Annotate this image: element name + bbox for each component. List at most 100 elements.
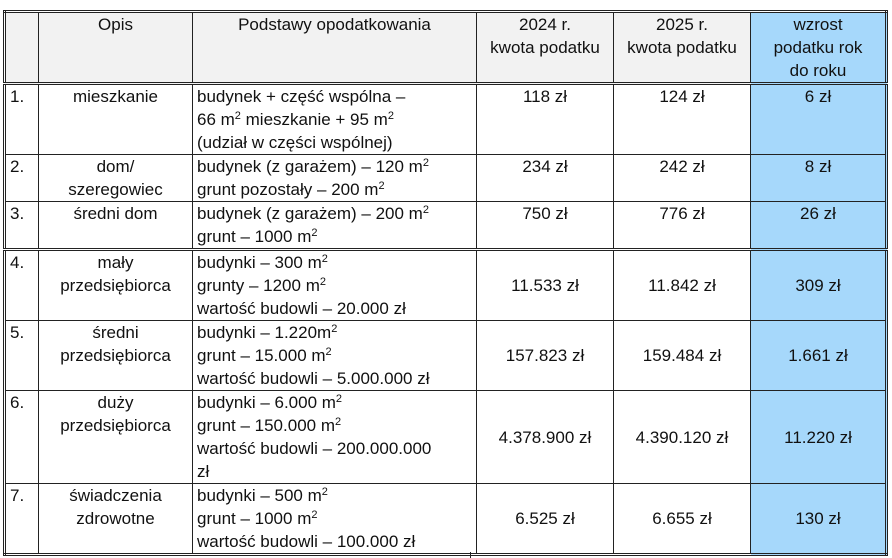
podstawy-line: (udział w części wspólnej) xyxy=(197,131,472,154)
row-podstawy: budynki – 1.220m2 grunt – 15.000 m2 wartoś… xyxy=(192,320,477,391)
superscript: 2 xyxy=(311,227,318,239)
podstawy-text: budynki – 300 m xyxy=(197,253,322,272)
row-number: 6. xyxy=(4,390,39,484)
podstawy-line: wartość budowli – 20.000 zł xyxy=(197,297,472,320)
podstawy-text: grunt – 1000 m xyxy=(197,227,312,246)
opis-line: średni dom xyxy=(73,204,158,223)
opis-line: przedsiębiorca xyxy=(60,416,171,435)
row-opis: dom/szeregowiec xyxy=(38,154,193,202)
podstawy-line: grunty – 1200 m2 xyxy=(197,274,472,297)
superscript: 2 xyxy=(378,180,385,192)
row-opis: mieszkanie xyxy=(38,82,193,155)
superscript: 2 xyxy=(422,204,429,216)
row-podstawy: budynki – 500 m2 grunt – 1000 m2 wartość b… xyxy=(192,483,477,555)
header-row: Opis Podstawy opodatkowania 2024 r. kwota… xyxy=(4,11,887,84)
row-number: 1. xyxy=(4,82,39,155)
superscript: 2 xyxy=(234,110,241,122)
row-opis: średni przedsiębiorca xyxy=(38,320,193,391)
superscript: 2 xyxy=(387,110,394,122)
opis-line: szeregowiec xyxy=(68,180,163,199)
tax-2024: 750 zł xyxy=(476,201,614,250)
divider xyxy=(470,552,471,558)
podstawy-text: budynek (z garażem) – 120 m xyxy=(197,157,423,176)
row-opis: duży przedsiębiorca xyxy=(38,390,193,484)
podstawy-line: grunt – 15.000 m2 xyxy=(197,344,472,367)
row-number: 7. xyxy=(4,483,39,555)
header-wzrost-l3: do roku xyxy=(789,61,847,80)
podstawy-line: budynki – 6.000 m2 xyxy=(197,391,472,414)
header-2025: 2025 r. kwota podatku xyxy=(613,11,751,84)
podstawy-text: budynki – 6.000 m xyxy=(197,393,336,412)
header-num xyxy=(4,11,39,84)
podstawy-text: grunty – 1200 m xyxy=(197,276,320,295)
opis-line: mieszkanie xyxy=(72,87,159,106)
header-2025-year: 2025 r. xyxy=(656,15,708,34)
podstawy-line: wartość budowli – 100.000 zł xyxy=(197,530,472,553)
table-row: 5. średni przedsiębiorca budynki – 1.220m2 g… xyxy=(4,320,887,391)
header-2024: 2024 r. kwota podatku xyxy=(476,11,614,84)
table-row: 2. dom/szeregowiec budynek (z garażem) – 1… xyxy=(4,154,887,202)
podstawy-line: budynki – 1.220m2 xyxy=(197,321,472,344)
podstawy-text: grunt – 150.000 m xyxy=(197,416,335,435)
podstawy-text: mieszkanie + 95 m xyxy=(240,110,388,129)
superscript: 2 xyxy=(335,393,343,405)
tax-2025: 11.842 zł xyxy=(613,248,751,321)
podstawy-line: wartość budowli – 200.000.000 xyxy=(197,437,472,460)
podstawy-line: 66 m2 mieszkanie + 95 m2 xyxy=(197,108,472,131)
tax-2025: 6.655 zł xyxy=(613,483,751,555)
tax-increase: 309 zł xyxy=(750,248,887,321)
row-number: 2. xyxy=(4,154,39,202)
tax-2024: 118 zł xyxy=(476,82,614,155)
tax-increase: 130 zł xyxy=(750,483,887,555)
tax-2024: 234 zł xyxy=(476,154,614,202)
podstawy-line: grunt – 1000 m2 xyxy=(197,225,472,248)
header-wzrost-l2: podatku rok xyxy=(773,38,863,57)
podstawy-text: budynki – 1.220m xyxy=(197,323,332,342)
row-number: 3. xyxy=(4,201,39,250)
superscript: 2 xyxy=(311,509,318,521)
podstawy-line: budynek (z garażem) – 120 m2 xyxy=(197,155,472,178)
tax-comparison-table: Opis Podstawy opodatkowania 2024 r. kwota… xyxy=(3,10,888,556)
row-podstawy: budynki – 6.000 m2 grunt – 150.000 m2 wart… xyxy=(192,390,477,484)
header-2025-label: kwota podatku xyxy=(627,38,737,57)
podstawy-line: grunt – 150.000 m2 xyxy=(197,414,472,437)
row-opis: mały przedsiębiorca xyxy=(38,248,193,321)
opis-line: przedsiębiorca xyxy=(60,346,171,365)
podstawy-text: zł xyxy=(197,462,210,481)
row-podstawy: budynek (z garażem) – 120 m2 grunt pozost… xyxy=(192,154,477,202)
podstawy-text: grunt – 1000 m xyxy=(197,509,312,528)
table-row: 6. duży przedsiębiorca budynki – 6.000 m2 gr… xyxy=(4,390,887,484)
tax-2025: 159.484 zł xyxy=(613,320,751,391)
opis-line: przedsiębiorca xyxy=(60,276,171,295)
header-podstawy: Podstawy opodatkowania xyxy=(192,11,477,84)
tax-increase: 11.220 zł xyxy=(750,390,887,484)
header-2024-year: 2024 r. xyxy=(519,15,571,34)
opis-line: zdrowotne xyxy=(76,509,155,528)
row-podstawy: budynek (z garażem) – 200 m2 grunt – 1000… xyxy=(192,201,477,250)
header-wzrost-l1: wzrost xyxy=(793,15,843,34)
superscript: 2 xyxy=(319,276,326,288)
tax-2025: 776 zł xyxy=(613,201,751,250)
opis-line: duży xyxy=(97,393,134,412)
opis-line: mały xyxy=(97,253,134,272)
tax-2024: 4.378.900 zł xyxy=(476,390,614,484)
table-row: 1. mieszkanie budynek + część wspólna – 66 … xyxy=(4,82,887,155)
podstawy-text: wartość budowli – 200.000.000 xyxy=(197,439,432,458)
header-wzrost: wzrost podatku rok do roku xyxy=(750,11,887,84)
podstawy-line: budynki – 500 m2 xyxy=(197,484,472,507)
podstawy-text: 66 m xyxy=(197,110,235,129)
row-opis: świadczenia zdrowotne xyxy=(38,483,193,555)
table-row: 4. mały przedsiębiorca budynki – 300 m2 grun… xyxy=(4,248,887,321)
podstawy-line: grunt – 1000 m2 xyxy=(197,507,472,530)
podstawy-text: (udział w części wspólnej) xyxy=(197,133,393,152)
podstawy-line: budynek (z garażem) – 200 m2 xyxy=(197,202,472,225)
superscript: 2 xyxy=(331,323,338,335)
podstawy-text: budynek (z garażem) – 200 m xyxy=(197,204,423,223)
table-row: 7. świadczenia zdrowotne budynki – 500 m2 gr… xyxy=(4,483,887,555)
opis-line: średni xyxy=(92,323,139,342)
superscript: 2 xyxy=(422,157,429,169)
row-opis: średni dom xyxy=(38,201,193,250)
superscript: 2 xyxy=(321,486,328,498)
superscript: 2 xyxy=(334,416,342,428)
row-number: 5. xyxy=(4,320,39,391)
